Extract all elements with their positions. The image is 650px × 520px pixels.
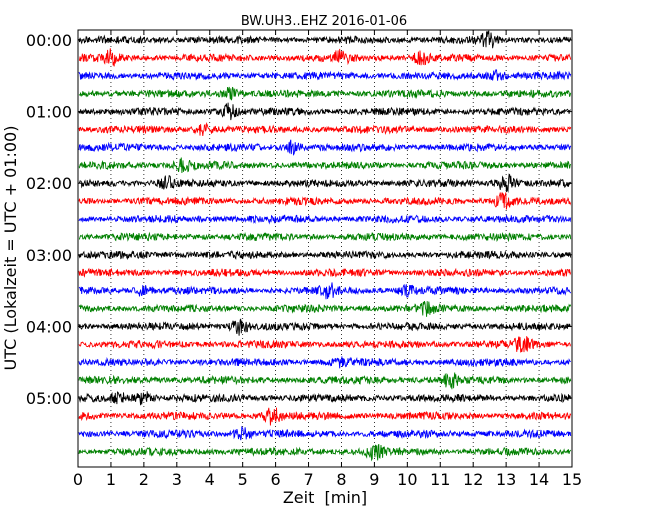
x-tick-label: 15 [562, 470, 582, 489]
trace-row-13 [78, 267, 572, 278]
trace-row-5 [78, 121, 572, 136]
trace-row-20 [78, 391, 572, 406]
trace-row-9 [78, 192, 572, 210]
y-tick-label: 00:00 [26, 31, 72, 50]
x-tick-label: 14 [529, 470, 549, 489]
trace-row-23 [78, 443, 572, 462]
trace-row-22 [78, 425, 572, 441]
x-tick-label: 9 [369, 470, 379, 489]
x-tick-label: 12 [463, 470, 483, 489]
y-tick-label: 05:00 [26, 389, 72, 408]
x-axis-title: Zeit [min] [283, 488, 367, 507]
trace-row-14 [78, 282, 572, 300]
plot-frame [77, 29, 573, 468]
x-tick-label: 0 [73, 470, 83, 489]
y-tick-label: 01:00 [26, 103, 72, 122]
x-tick-label: 5 [238, 470, 248, 489]
y-axis-title: UTC (Lokalzeit = UTC + 01:00) [1, 126, 20, 371]
trace-row-8 [78, 173, 572, 193]
trace-row-21 [78, 407, 572, 426]
trace-row-3 [78, 86, 572, 101]
axis-ticks: 0 1 2 3 4 5 6 7 8 9 10 11 12 13 14 1500:0001:0002:0003:… [26, 30, 582, 489]
x-tick-label: 10 [397, 470, 417, 489]
trace-row-16 [78, 318, 572, 336]
x-tick-label: 3 [172, 470, 182, 489]
trace-row-0 [78, 30, 572, 49]
x-tick-label: 11 [430, 470, 450, 489]
trace-row-6 [78, 139, 572, 156]
trace-rows [78, 30, 572, 462]
trace-row-2 [78, 69, 572, 81]
x-tick-label: 7 [303, 470, 313, 489]
y-tick-label: 02:00 [26, 174, 72, 193]
trace-row-15 [78, 300, 572, 317]
trace-row-11 [79, 231, 572, 243]
y-tick-label: 03:00 [26, 246, 72, 265]
trace-row-17 [78, 336, 572, 353]
trace-row-19 [78, 372, 572, 390]
x-tick-label: 4 [205, 470, 215, 489]
x-tick-label: 1 [106, 470, 116, 489]
x-tick-label: 6 [271, 470, 281, 489]
x-tick-label: 8 [336, 470, 346, 489]
x-tick-label: 2 [139, 470, 149, 489]
y-tick-label: 04:00 [26, 317, 72, 336]
trace-row-7 [78, 157, 572, 174]
trace-row-4 [78, 102, 571, 121]
chart-title: BW.UH3..EHZ 2016-01-06 [241, 14, 407, 29]
trace-row-18 [78, 356, 571, 369]
trace-row-12 [78, 249, 572, 260]
x-tick-label: 13 [496, 470, 516, 489]
trace-row-10 [78, 214, 572, 225]
trace-row-1 [78, 48, 572, 67]
